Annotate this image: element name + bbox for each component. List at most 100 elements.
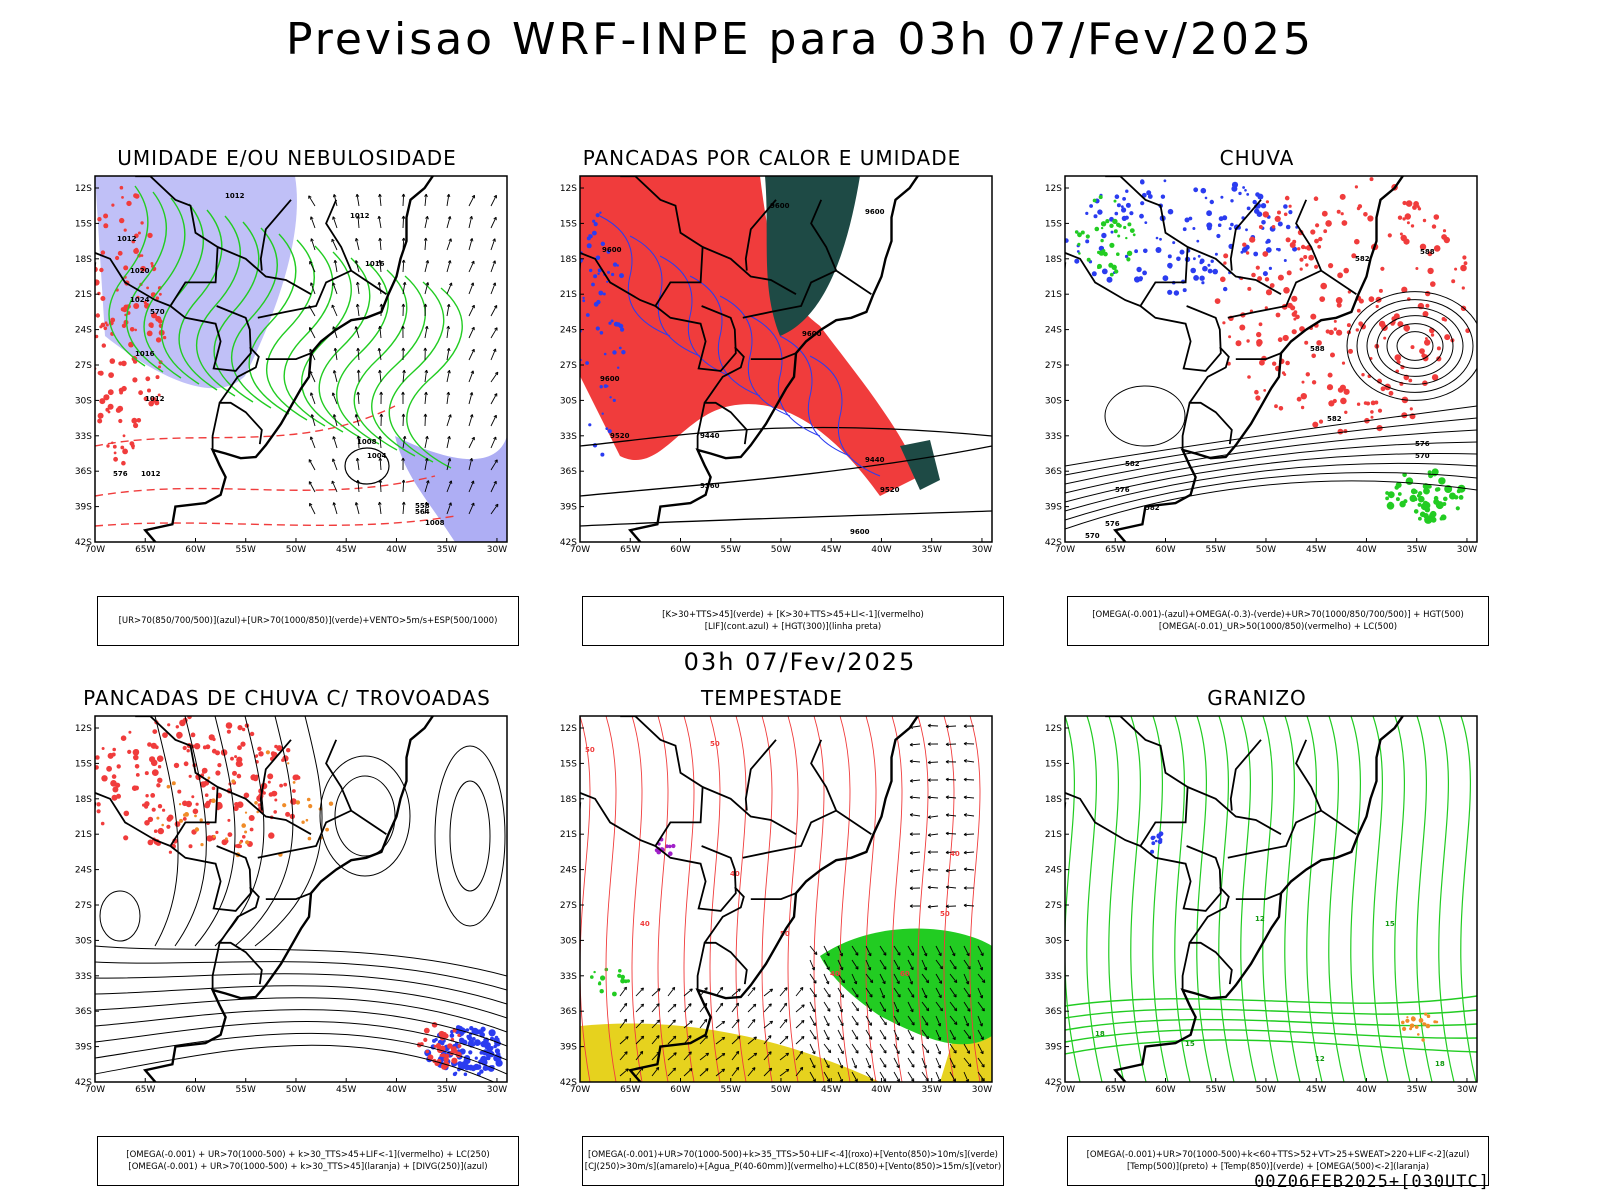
wind-arrow [355, 238, 360, 251]
lc-contour [891, 716, 903, 1082]
lat-label: 24S [560, 326, 577, 336]
wind-arrow [779, 1052, 789, 1061]
data-blob [1290, 305, 1296, 311]
data-blob [185, 800, 192, 808]
border-line [1227, 809, 1357, 859]
arrow-head [471, 436, 475, 441]
data-blob [1125, 189, 1129, 193]
wind-arrow [879, 1029, 887, 1040]
data-blob [1242, 242, 1247, 247]
data-blob [1394, 354, 1402, 361]
wind-arrow [823, 1015, 830, 1027]
lat-label: 12S [1045, 724, 1062, 734]
arrow-head [493, 436, 497, 441]
wind-arrow [837, 1015, 844, 1027]
wind-arrow [402, 501, 405, 515]
data-blob [1295, 314, 1300, 320]
data-blob [1402, 472, 1407, 478]
arrow-head [424, 501, 429, 506]
data-blob [190, 732, 196, 738]
data-blob [620, 327, 625, 332]
arrow-head [494, 459, 498, 463]
arrow-head [963, 724, 967, 728]
wind-arrow [823, 945, 830, 957]
wind-arrow [809, 1029, 817, 1040]
arrow-head [927, 850, 931, 854]
wind-arrow [809, 987, 817, 998]
data-blob [597, 272, 600, 275]
data-blob [103, 213, 109, 219]
arrow-head [656, 1035, 660, 1039]
data-blob [618, 969, 622, 973]
arrow-head [752, 1003, 757, 1008]
wind-arrow [619, 1036, 629, 1045]
arrow-head [377, 347, 382, 352]
wind-arrow [490, 415, 497, 427]
wind-arrow [635, 1019, 644, 1029]
data-blob [473, 1063, 480, 1070]
wind-arrow [865, 1071, 874, 1081]
lon-label: 30W [972, 545, 992, 555]
arrow-head [855, 994, 859, 998]
temp850-contour [1262, 716, 1279, 1082]
arrow-head [839, 966, 844, 971]
lat-label: 18S [1045, 795, 1062, 805]
lat-label: 39S [560, 1043, 577, 1053]
arrow-head [705, 1068, 709, 1072]
wind-arrow [468, 414, 473, 427]
data-blob [123, 265, 129, 271]
green-contour [178, 209, 223, 391]
arrow-head [401, 501, 406, 505]
wind-arrow [667, 1019, 676, 1029]
data-blob [241, 823, 246, 828]
cyclone-contour [1386, 323, 1444, 369]
arrow-head [967, 1063, 972, 1068]
data-blob [328, 801, 334, 806]
data-blob [1286, 270, 1292, 276]
wind-arrow [921, 1001, 930, 1012]
data-blob [96, 802, 101, 807]
data-blob [1132, 233, 1136, 237]
wind-arrow [446, 304, 450, 317]
data-blob [162, 335, 167, 340]
hgt-streamline [1065, 462, 1477, 512]
data-blob [1316, 340, 1322, 346]
data-blob [600, 241, 605, 246]
data-blob [1461, 286, 1465, 290]
wind-arrow [424, 216, 428, 229]
data-blob [116, 764, 121, 769]
arrow-head [672, 1019, 676, 1023]
arrow-head [909, 779, 914, 783]
contour-label: 50 [940, 910, 950, 918]
arrow-head [310, 238, 314, 242]
data-blob [221, 839, 228, 846]
data-blob [194, 827, 200, 832]
data-blob [112, 786, 119, 793]
coastline-layer [1065, 716, 1405, 1082]
temp850-contour [1152, 716, 1169, 1082]
border-line [696, 941, 748, 990]
wind-arrow [921, 1015, 929, 1026]
data-blob [116, 793, 121, 799]
wind-arrow [879, 1001, 886, 1012]
data-blob [1269, 283, 1275, 288]
data-blob [97, 217, 102, 222]
data-blob [1325, 329, 1330, 334]
streamline [95, 1009, 507, 1047]
arrow-head [333, 259, 338, 264]
data-blob [119, 390, 123, 395]
wind-arrow [928, 833, 939, 836]
data-blob [287, 762, 290, 765]
wind-arrow [490, 393, 498, 405]
contour-label: 576 [1415, 440, 1430, 448]
lc-contour [709, 716, 721, 1082]
border-line [218, 346, 260, 404]
data-blob [117, 250, 123, 256]
data-blob [1405, 1018, 1410, 1023]
streamline [95, 985, 507, 1019]
arrow-head [840, 994, 844, 998]
data-blob [202, 769, 206, 774]
green-contour [371, 275, 426, 457]
arrow-head [424, 369, 429, 374]
arrow-head [752, 987, 756, 991]
